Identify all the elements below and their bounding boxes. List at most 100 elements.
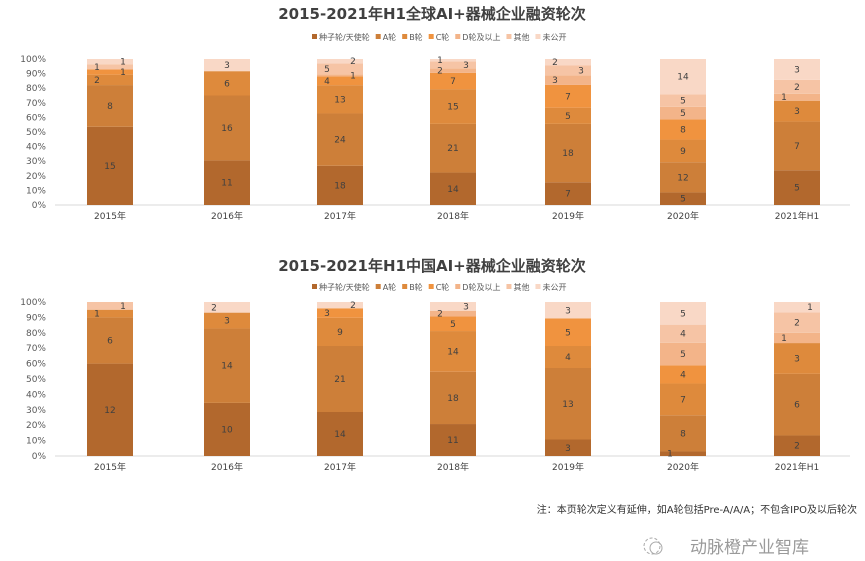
legend-label: B轮 xyxy=(409,32,423,42)
bar-segment xyxy=(430,302,476,311)
bar-segment xyxy=(204,59,250,72)
watermark-logo-icon xyxy=(643,537,663,555)
legend-label: C轮 xyxy=(436,282,450,292)
bar-stack: 14 21 15 72 3 1 xyxy=(430,56,476,205)
data-label: 11 xyxy=(447,436,458,446)
bar-segment xyxy=(430,61,476,69)
legend-label: 种子轮/天使轮 xyxy=(319,282,370,292)
legend-swatch xyxy=(375,284,381,289)
legend-label: D轮及以上 xyxy=(462,282,500,292)
bar-segment xyxy=(430,331,476,372)
y-tick-label: 90% xyxy=(26,313,46,323)
x-tick-label: 2019年 xyxy=(552,210,584,222)
y-tick-label: 90% xyxy=(26,70,46,80)
bar-segment xyxy=(545,439,591,456)
bar-segment xyxy=(430,310,476,317)
legend-swatch xyxy=(428,34,434,39)
bar-stack: 14 21 93 2 xyxy=(317,301,363,456)
legend-label: D轮及以上 xyxy=(462,32,500,42)
data-label: 2 xyxy=(794,319,800,329)
data-label: 5 xyxy=(324,65,330,75)
legend-swatch xyxy=(312,284,317,289)
data-label: 1 xyxy=(120,58,126,68)
data-label: 8 xyxy=(680,429,686,439)
bar-segment xyxy=(204,160,250,205)
legend: 种子轮/天使轮 A轮 B轮 C轮 D轮及以上 其他 未公开 xyxy=(312,32,566,42)
data-label: 3 xyxy=(794,65,800,75)
data-label: 5 xyxy=(680,350,686,360)
data-label: 14 xyxy=(677,73,689,83)
data-label: 3 xyxy=(463,61,469,71)
y-tick-label: 10% xyxy=(26,437,46,447)
y-tick-label: 0% xyxy=(32,452,47,462)
data-label: 21 xyxy=(334,375,345,385)
bar-segment xyxy=(317,63,363,75)
bar-segment xyxy=(545,123,591,183)
bar-segment xyxy=(430,172,476,205)
x-tick-label: 2015年 xyxy=(94,461,126,473)
data-label: 15 xyxy=(104,162,115,172)
x-tick-label: 2017年 xyxy=(324,461,356,473)
data-label: 21 xyxy=(447,144,458,154)
bar-stack: 3 13 4 5 3 xyxy=(545,302,591,456)
data-label: 5 xyxy=(680,109,686,119)
data-label: 5 xyxy=(680,309,686,319)
x-tick-label: 2021年H1 xyxy=(775,461,819,473)
legend-label: 未公开 xyxy=(542,282,566,292)
bar-segment xyxy=(774,302,820,313)
data-label: 12 xyxy=(677,173,688,183)
data-label: 6 xyxy=(794,401,800,411)
bar-segment xyxy=(660,302,706,325)
data-label: 6 xyxy=(107,337,113,347)
data-label: 6 xyxy=(224,79,230,89)
data-label: 18 xyxy=(334,181,346,191)
bar-segment xyxy=(545,302,591,319)
legend-label: 其他 xyxy=(513,32,529,42)
bar-stack: 5 12 9 8 5 5 14 xyxy=(660,59,706,205)
bar-segment xyxy=(87,126,133,205)
legend-swatch xyxy=(506,284,512,289)
legend-swatch xyxy=(535,284,541,289)
x-tick-label: 2020年 xyxy=(667,461,699,473)
data-label: 24 xyxy=(334,136,346,146)
data-label: 7 xyxy=(565,92,571,102)
y-tick-label: 100% xyxy=(20,55,46,65)
bar-segment xyxy=(545,84,591,108)
bar-segment xyxy=(317,165,363,205)
legend-label: B轮 xyxy=(409,282,423,292)
x-tick-label: 2016年 xyxy=(211,210,243,222)
bar-segment xyxy=(204,71,250,96)
bar-segment xyxy=(660,451,706,456)
bar-segment xyxy=(87,69,133,75)
bar-segment xyxy=(87,317,133,364)
bar-segment xyxy=(87,85,133,127)
bar-segment xyxy=(774,312,820,333)
data-label: 5 xyxy=(565,328,571,338)
y-tick-label: 60% xyxy=(26,113,46,123)
bar-stack: 11 18 14 52 3 xyxy=(430,302,476,456)
legend-label: A轮 xyxy=(383,282,396,292)
bar-segment xyxy=(774,121,820,171)
bar-segment xyxy=(774,343,820,374)
data-label: 13 xyxy=(334,95,345,105)
y-tick-label: 70% xyxy=(26,344,46,354)
bar-segment xyxy=(87,74,133,86)
data-label: 1 xyxy=(781,93,787,103)
data-label: 2 xyxy=(211,303,217,313)
y-tick-label: 60% xyxy=(26,360,46,370)
x-tick-label: 2016年 xyxy=(211,461,243,473)
legend-label: 其他 xyxy=(513,282,529,292)
legend-swatch xyxy=(455,284,461,289)
bar-segment xyxy=(204,328,250,403)
data-label: 18 xyxy=(447,394,459,404)
y-tick-label: 20% xyxy=(26,421,46,431)
bar-segment xyxy=(317,76,363,86)
bar-segment xyxy=(545,75,591,85)
bar-segment xyxy=(204,95,250,161)
bar-segment xyxy=(204,402,250,456)
data-label: 2 xyxy=(437,67,443,77)
data-label: 5 xyxy=(450,320,456,330)
legend-swatch xyxy=(506,34,512,39)
